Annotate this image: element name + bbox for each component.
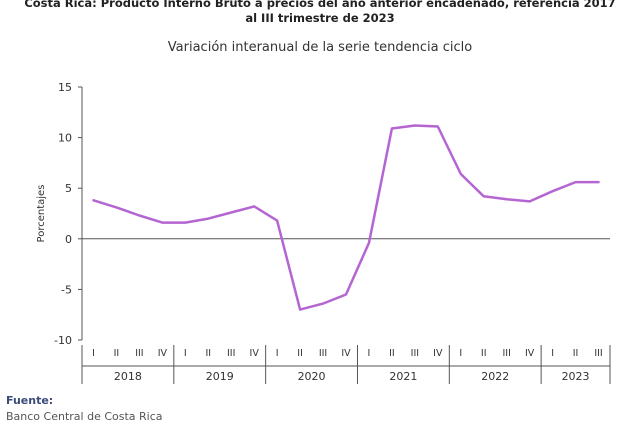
quarter-label: III (319, 348, 327, 359)
chart-subtitle: Variación interanual de la serie tendenc… (167, 40, 473, 55)
quarter-label: III (135, 348, 143, 359)
quarter-label: III (227, 348, 235, 359)
year-label: 2019 (206, 370, 234, 383)
y-tick-label: 10 (58, 132, 72, 145)
year-label: 2020 (298, 370, 326, 383)
year-label: 2023 (562, 370, 590, 383)
quarter-label: II (481, 348, 487, 359)
quarter-label: IV (341, 348, 351, 359)
quarter-label: IV (433, 348, 443, 359)
year-label: 2022 (481, 370, 509, 383)
quarter-label: III (594, 348, 602, 359)
y-tick-label: 0 (65, 233, 72, 246)
y-tick-label: -5 (61, 283, 72, 296)
y-axis-label: Porcentajes (36, 185, 47, 243)
quarter-label: II (389, 348, 395, 359)
y-tick-label: -10 (54, 334, 72, 347)
quarter-label: I (92, 348, 95, 359)
quarter-label: I (276, 348, 279, 359)
y-tick-label: 15 (58, 81, 72, 94)
chart-title-line-2: al III trimestre de 2023 (245, 11, 395, 25)
series-line (92, 124, 600, 311)
quarter-label: II (573, 348, 579, 359)
quarter-label: II (205, 348, 211, 359)
quarter-label: II (114, 348, 120, 359)
year-label: 2018 (114, 370, 142, 383)
source-text: Banco Central de Costa Rica (6, 410, 163, 423)
quarter-label: I (459, 348, 462, 359)
quarter-label: II (297, 348, 303, 359)
y-tick-label: 5 (65, 182, 72, 195)
year-label: 2021 (389, 370, 417, 383)
quarter-label: III (411, 348, 419, 359)
quarter-label: I (551, 348, 554, 359)
quarter-label: IV (525, 348, 535, 359)
chart-title-line-1: Costa Rica: Producto Interno Bruto a pre… (24, 0, 616, 10)
source-label: Fuente: (6, 394, 54, 407)
quarter-label: III (502, 348, 510, 359)
quarter-label: I (184, 348, 187, 359)
quarter-label: I (368, 348, 371, 359)
quarter-label: IV (158, 348, 168, 359)
quarter-label: IV (250, 348, 260, 359)
